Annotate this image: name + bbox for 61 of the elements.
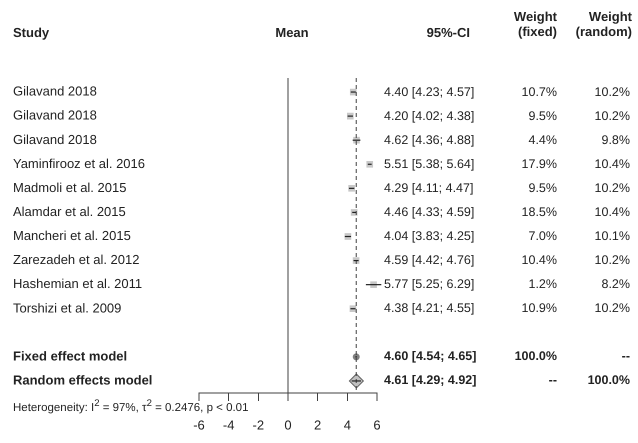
text: Heterogeneity: I$^{2}$ = 97%, τ$^{2}$ = 0.2476, p < 0.01 [13,397,248,416]
text: 17.9% [522,156,557,172]
text: 9.8% [602,132,630,148]
text: 10.1% [594,229,630,244]
data-label: 4.60 [4.54; 4.65] [384,349,476,364]
text: Study [13,24,50,40]
x-tick-label: 2 [314,417,322,432]
y-tick-label: Gilavand 2018 [13,132,97,147]
data-label: 4.46 [4.33; 4.59] [384,204,474,220]
text: 10.2% [594,301,630,316]
data-label: 4.59 [4.42; 4.76] [384,253,474,268]
x-tick-label: -6 [193,417,205,432]
data-label: 5.51 [5.38; 5.64] [384,156,474,172]
y-tick-label: Gilavand 2018 [13,84,97,99]
y-tick-label: Gilavand 2018 [13,108,97,123]
text: 10.4% [594,204,630,220]
text: Weight (random) [574,9,632,39]
text: 10.2% [594,180,630,196]
text: 100.0% [514,349,557,364]
y-tick-label: Fixed effect model [13,348,128,364]
text: 10.9% [522,301,557,316]
data-label: 4.04 [3.83; 4.25] [384,229,474,244]
data-label: 5.77 [5.25; 6.29] [384,277,474,292]
y-tick-label: Hashemian et al. 2011 [13,276,142,292]
x-tick-label: 4 [344,417,351,432]
text: 18.5% [522,204,557,220]
text: 100.0% [588,373,630,388]
text: 9.5% [528,180,557,196]
text: 10.7% [522,84,557,100]
data-label: 4.61 [4.29; 4.92] [384,373,476,388]
text: 4.4% [528,132,557,148]
text: 95%-CI [426,24,470,40]
text: 10.2% [594,108,630,124]
y-tick-label: Torshizi et al. 2009 [13,300,122,316]
text: 10.4% [594,156,630,172]
data-label: 4.20 [4.02; 4.38] [384,108,474,124]
data-label: 4.62 [4.36; 4.88] [384,132,474,148]
y-tick-label: Alamdar et al. 2015 [13,204,126,219]
text: 7.0% [528,229,557,244]
text: 1.2% [528,277,557,292]
text: Weight (fixed) [512,9,557,39]
data-label: 4.38 [4.21; 4.55] [384,301,474,316]
text: 10.2% [594,84,630,100]
data-label: 4.29 [4.11; 4.47] [384,180,474,196]
text: -- [622,349,630,364]
x-tick-label: -4 [222,417,234,432]
text: 8.2% [602,277,630,292]
text: 10.4% [522,253,557,268]
x-tick-label: 6 [373,417,381,432]
y-tick-label: Zarezadeh et al. 2012 [13,252,140,268]
text: -- [548,373,557,388]
y-tick-label: Madmoli et al. 2015 [13,180,126,195]
x-tick-label: -2 [252,417,264,432]
y-tick-label: Random effects model [13,372,152,388]
y-tick-label: Yaminfirooz et al. 2016 [13,156,145,171]
data-label: 4.40 [4.23; 4.57] [384,84,474,100]
y-tick-label: Mancheri et al. 2015 [13,228,131,244]
text: Mean [275,24,309,40]
text: 9.5% [528,108,557,124]
text: 10.2% [594,253,630,268]
x-tick-label: 0 [284,417,292,432]
